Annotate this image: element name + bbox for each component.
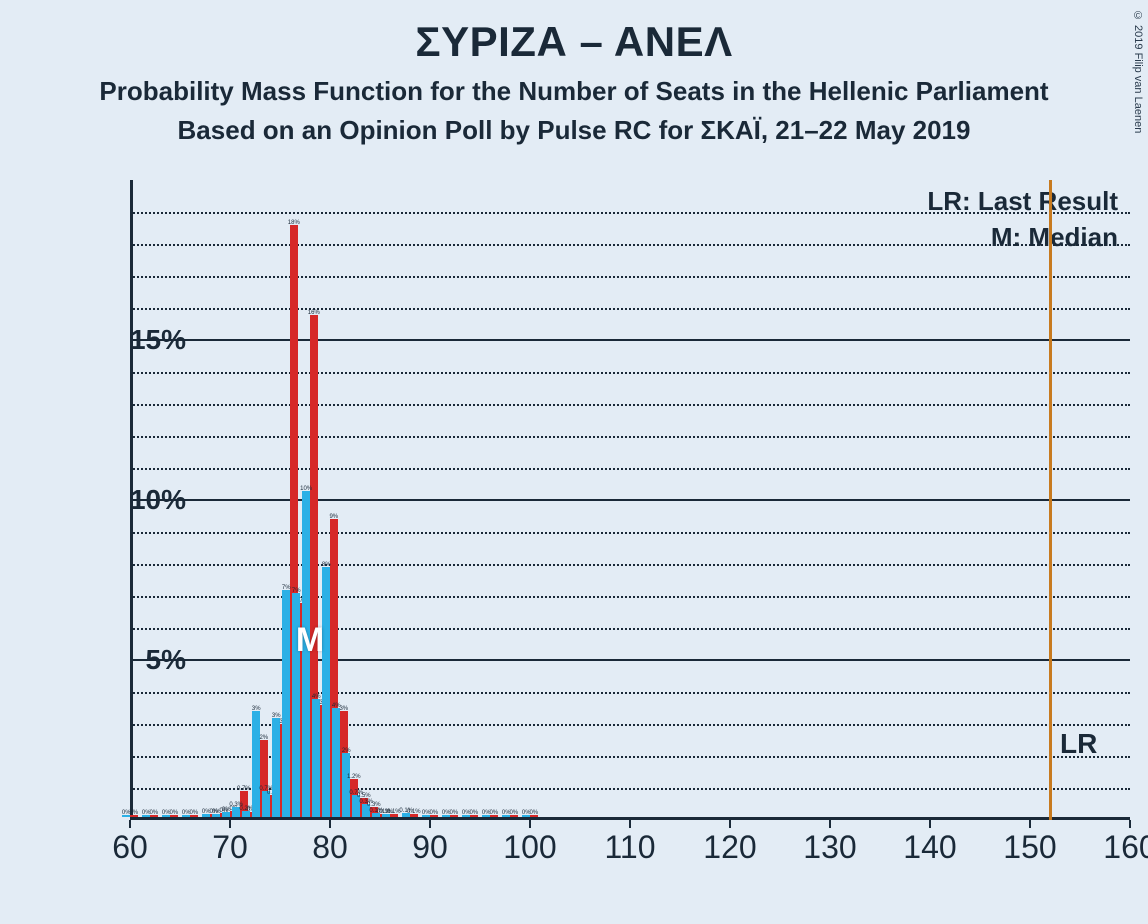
x-tick (929, 820, 931, 828)
x-tick-label: 100 (503, 829, 556, 866)
x-tick-label: 90 (412, 829, 448, 866)
x-tick-label: 70 (212, 829, 248, 866)
bar-value-label: 0% (189, 810, 198, 816)
x-tick (1129, 820, 1131, 828)
x-tick-label: 140 (903, 829, 956, 866)
x-tick-label: 150 (1003, 829, 1056, 866)
y-tick-label: 10% (106, 484, 186, 516)
x-tick (729, 820, 731, 828)
bar-value-label: 8% (322, 562, 331, 568)
chart-container: LR: Last Result M: Median 5%10%15%607080… (60, 180, 1140, 900)
grid-minor (130, 468, 1130, 470)
x-tick-label: 80 (312, 829, 348, 866)
bar-blue (322, 567, 329, 817)
bar-value-label: 0% (149, 810, 158, 816)
grid-minor (130, 308, 1130, 310)
bar-value-label: 2% (342, 748, 351, 754)
x-tick (329, 820, 331, 828)
bar-blue (252, 711, 259, 817)
grid-minor (130, 564, 1130, 566)
x-tick (429, 820, 431, 828)
bar-value-label: 0% (169, 810, 178, 816)
grid-major (130, 659, 1130, 661)
bar-value-label: 3% (272, 713, 281, 719)
grid-minor (130, 596, 1130, 598)
x-tick-label: 60 (112, 829, 148, 866)
plot-area: LR: Last Result M: Median 5%10%15%607080… (130, 180, 1130, 820)
bar-blue (312, 699, 319, 817)
bar-value-label: 0% (509, 810, 518, 816)
x-tick-label: 160 (1103, 829, 1148, 866)
grid-major (130, 339, 1130, 341)
bar-value-label: 0% (489, 810, 498, 816)
bar-value-label: 10% (300, 486, 312, 492)
bar-value-label: 0.1% (407, 809, 421, 815)
x-tick (129, 820, 131, 828)
bar-value-label: 0.7% (237, 786, 251, 792)
chart-subtitle-2: Based on an Opinion Poll by Pulse RC for… (0, 115, 1148, 146)
y-tick-label: 15% (106, 324, 186, 356)
bar-value-label: 1.2% (347, 774, 361, 780)
last-result-label: LR (1060, 728, 1097, 760)
grid-minor (130, 276, 1130, 278)
bar-value-label: 2% (259, 735, 268, 741)
grid-minor (130, 628, 1130, 630)
bar-blue (342, 753, 349, 817)
bar-blue (332, 708, 339, 817)
bar-value-label: 7% (292, 588, 301, 594)
bar-value-label: 4% (312, 694, 321, 700)
bar-blue (272, 718, 279, 817)
legend-median: M: Median (991, 222, 1118, 253)
bar-value-label: 3% (252, 706, 261, 712)
y-tick-label: 5% (106, 644, 186, 676)
grid-minor (130, 436, 1130, 438)
chart-header: ΣΥΡΙΖΑ – ΑΝΕΛ Probability Mass Function … (0, 0, 1148, 146)
x-tick (1029, 820, 1031, 828)
chart-subtitle-1: Probability Mass Function for the Number… (0, 76, 1148, 107)
copyright: © 2019 Filip van Laenen (1132, 10, 1144, 133)
grid-minor (130, 404, 1130, 406)
bar-value-label: 7% (282, 585, 291, 591)
x-tick (629, 820, 631, 828)
bar-value-label: 16% (308, 310, 320, 316)
x-tick (529, 820, 531, 828)
x-tick (229, 820, 231, 828)
bar-value-label: 0% (449, 810, 458, 816)
chart-title: ΣΥΡΙΖΑ – ΑΝΕΛ (0, 18, 1148, 66)
x-tick-label: 120 (703, 829, 756, 866)
bar-value-label: 3% (339, 706, 348, 712)
bar-blue (282, 590, 289, 817)
bar-value-label: 9% (329, 514, 338, 520)
x-tick-label: 130 (803, 829, 856, 866)
bar-value-label: 18% (288, 220, 300, 226)
grid-minor (130, 372, 1130, 374)
grid-minor (130, 212, 1130, 214)
last-result-line (1049, 180, 1052, 820)
bar-value-label: 0.5% (357, 793, 371, 799)
bar-value-label: 0% (529, 810, 538, 816)
grid-minor (130, 532, 1130, 534)
x-tick-label: 110 (604, 829, 655, 866)
grid-minor (130, 244, 1130, 246)
x-tick (829, 820, 831, 828)
grid-major (130, 499, 1130, 501)
bar-value-label: 0% (429, 810, 438, 816)
bar-value-label: 0% (129, 810, 138, 816)
bar-value-label: 0% (469, 810, 478, 816)
median-label: M (296, 621, 324, 660)
grid-minor (130, 692, 1130, 694)
